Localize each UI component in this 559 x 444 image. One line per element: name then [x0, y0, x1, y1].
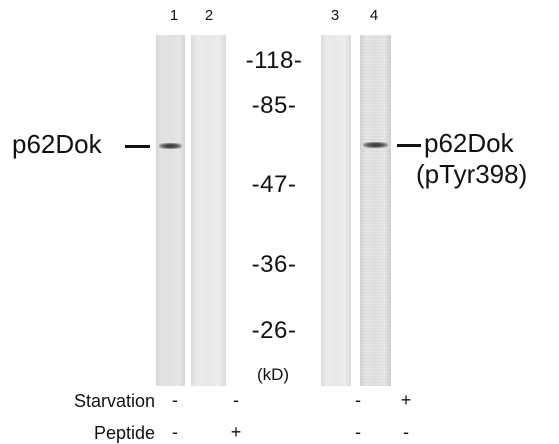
peptide-lane-1: -	[172, 422, 178, 442]
marker-36: -36-	[251, 251, 297, 278]
marker-118: -118-	[245, 47, 303, 74]
blot-lane-4	[360, 35, 391, 386]
unit-label: (kD)	[256, 365, 290, 384]
marker-26: -26-	[251, 317, 297, 344]
starvation-lane-2: -	[233, 390, 239, 410]
condition-label-starvation: Starvation	[73, 391, 155, 411]
peptide-lane-3: -	[355, 422, 361, 442]
protein-band	[159, 143, 182, 149]
starvation-lane-3: -	[355, 390, 361, 410]
peptide-lane-2: +	[230, 422, 242, 442]
blot-lane-1	[156, 35, 185, 386]
protein-label-left: p62Dok	[12, 129, 102, 159]
band-pointer-left	[125, 145, 150, 148]
band-pointer-right	[397, 144, 421, 147]
lane-number-2: 2	[204, 7, 214, 24]
protein-label-right: p62Dok	[424, 128, 514, 158]
marker-85: -85-	[251, 92, 297, 119]
starvation-lane-1: -	[172, 390, 178, 410]
lane-number-4: 4	[369, 7, 379, 24]
protein-band	[363, 142, 388, 148]
lane-number-1: 1	[169, 7, 179, 24]
starvation-lane-4: +	[400, 390, 412, 410]
blot-lane-2	[191, 35, 226, 386]
protein-label-right-modification: (pTyr398)	[416, 159, 528, 189]
blot-lane-3	[321, 35, 351, 386]
lane-number-3: 3	[330, 7, 340, 24]
peptide-lane-4: -	[403, 422, 409, 442]
marker-47: -47-	[251, 171, 297, 198]
condition-label-peptide: Peptide	[93, 423, 155, 443]
